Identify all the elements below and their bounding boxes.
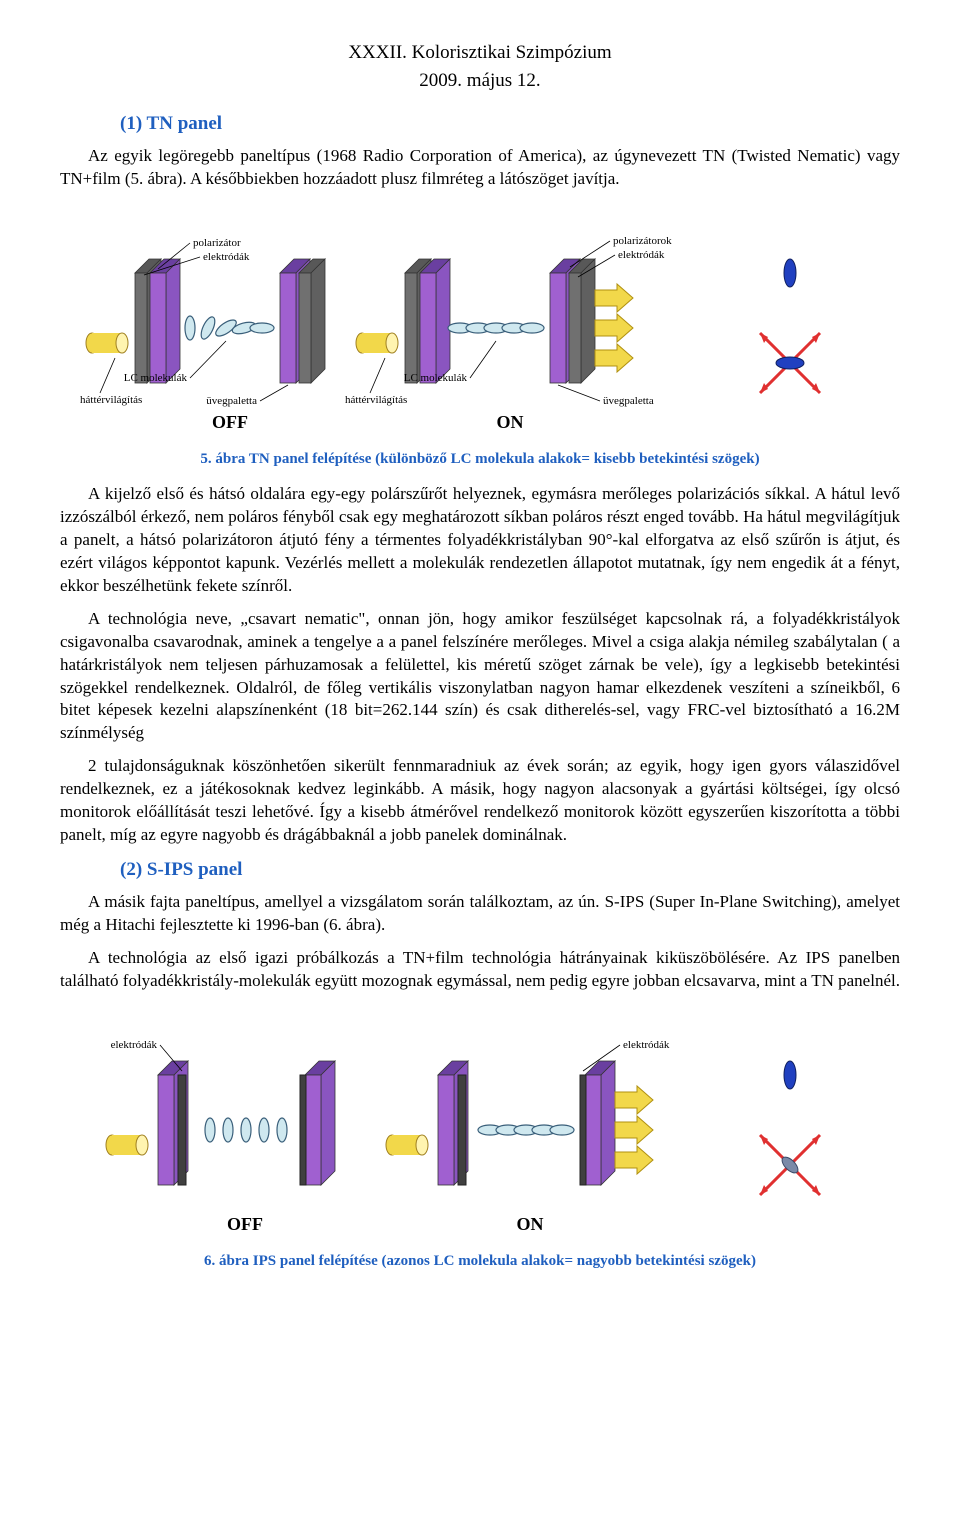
svg-text:elektródák: elektródák: [203, 251, 250, 263]
figure-5-caption-num: 5.: [200, 451, 211, 467]
svg-text:elektródák: elektródák: [623, 1039, 670, 1051]
section-1-para-1: Az egyik legöregebb paneltípus (1968 Rad…: [60, 145, 900, 191]
figure-6-caption: 6. ábra IPS panel felépítése (azonos LC …: [60, 1251, 900, 1271]
figure-5: polarizátor elektródák LC molekulák üvegpal…: [60, 203, 900, 443]
svg-text:polarizátorok: polarizátorok: [613, 235, 672, 247]
figure-6-caption-num: 6.: [204, 1253, 215, 1269]
svg-text:üvegpaletta: üvegpaletta: [603, 395, 654, 407]
svg-text:elektródák: elektródák: [111, 1039, 158, 1051]
header-title: XXXII. Kolorisztikai Szimpózium: [60, 40, 900, 66]
svg-text:LC molekulák: LC molekulák: [124, 372, 188, 384]
section-1-para-4: 2 tulajdonságuknak köszönhetően sikerült…: [60, 755, 900, 847]
section-2-heading: (2) S-IPS panel: [120, 857, 900, 883]
section-2-para-1: A másik fajta paneltípus, amellyel a viz…: [60, 891, 900, 937]
svg-text:üvegpaletta: üvegpaletta: [206, 395, 257, 407]
header-date: 2009. május 12.: [60, 68, 900, 94]
svg-text:háttérvilágítás: háttérvilágítás: [80, 394, 142, 406]
figure-6-svg: elektródák OFF elektródák ON: [70, 1005, 890, 1245]
svg-text:ON: ON: [517, 1214, 544, 1234]
figure-5-caption-text: ábra TN panel felépítése (különböző LC m…: [212, 451, 760, 467]
figure-5-svg: polarizátor elektródák LC molekulák üvegpal…: [70, 203, 890, 443]
section-2-para-2: A technológia az első igazi próbálkozás …: [60, 947, 900, 993]
svg-text:LC molekulák: LC molekulák: [404, 372, 468, 384]
section-1-para-2: A kijelző első és hátsó oldalára egy-egy…: [60, 483, 900, 598]
section-1-para-3: A technológia neve, „csavart nematic", o…: [60, 608, 900, 746]
figure-6: elektródák OFF elektródák ON: [60, 1005, 900, 1245]
svg-text:elektródák: elektródák: [618, 249, 665, 261]
svg-text:polarizátor: polarizátor: [193, 237, 241, 249]
svg-text:ON: ON: [497, 412, 524, 432]
section-1-heading: (1) TN panel: [120, 111, 900, 137]
figure-5-caption: 5. ábra TN panel felépítése (különböző L…: [60, 449, 900, 469]
svg-text:OFF: OFF: [212, 412, 248, 432]
svg-text:OFF: OFF: [227, 1214, 263, 1234]
figure-6-caption-text: ábra IPS panel felépítése (azonos LC mol…: [215, 1253, 756, 1269]
svg-text:háttérvilágítás: háttérvilágítás: [345, 394, 407, 406]
